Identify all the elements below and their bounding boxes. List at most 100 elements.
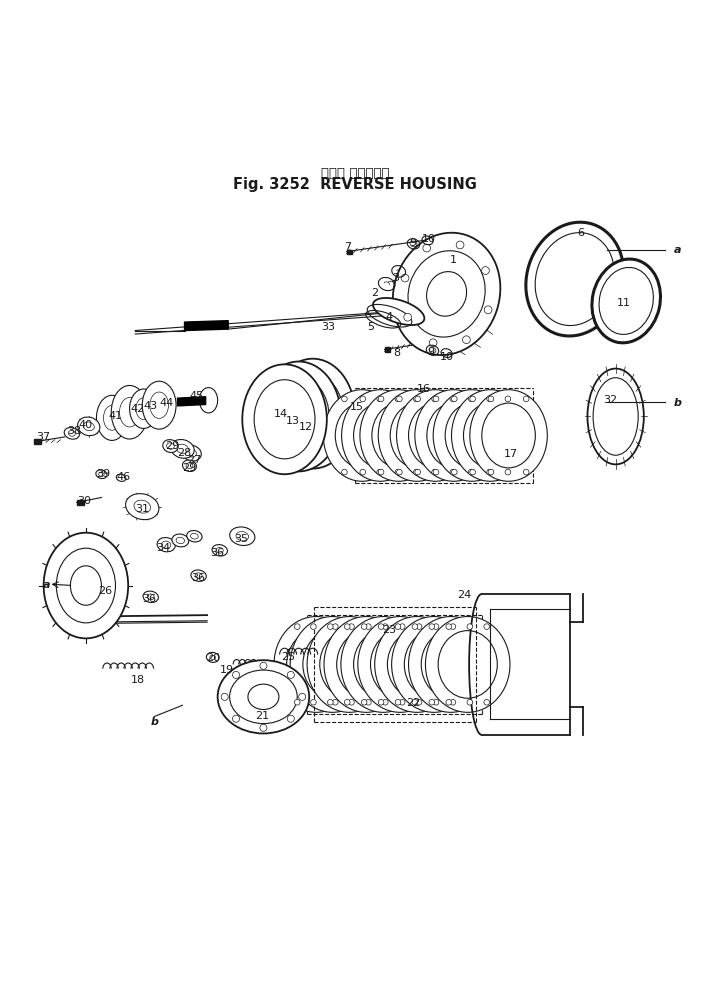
Ellipse shape xyxy=(143,592,158,603)
Circle shape xyxy=(361,700,367,705)
Ellipse shape xyxy=(415,390,492,481)
Circle shape xyxy=(221,694,228,701)
Ellipse shape xyxy=(408,617,493,712)
Polygon shape xyxy=(35,439,40,444)
Text: 36: 36 xyxy=(211,548,224,557)
Text: 45: 45 xyxy=(190,391,204,401)
Text: 41: 41 xyxy=(109,410,123,420)
Text: 39: 39 xyxy=(96,468,110,478)
Text: 9: 9 xyxy=(427,347,435,357)
Circle shape xyxy=(484,624,490,630)
Text: 36: 36 xyxy=(192,573,206,583)
Text: 20: 20 xyxy=(206,653,220,663)
Ellipse shape xyxy=(157,538,175,553)
Ellipse shape xyxy=(77,417,100,436)
Ellipse shape xyxy=(470,390,547,481)
Text: 18: 18 xyxy=(131,674,145,684)
Text: 29: 29 xyxy=(182,462,197,472)
Ellipse shape xyxy=(408,252,485,338)
Text: b: b xyxy=(151,716,158,726)
Circle shape xyxy=(452,396,457,402)
Circle shape xyxy=(433,700,439,705)
Circle shape xyxy=(344,700,350,705)
Circle shape xyxy=(288,672,295,679)
Circle shape xyxy=(395,700,400,705)
Circle shape xyxy=(429,624,435,630)
Text: 10: 10 xyxy=(422,234,436,244)
Text: 38: 38 xyxy=(67,425,82,435)
Text: 2: 2 xyxy=(371,288,378,298)
Text: 28: 28 xyxy=(178,447,192,457)
Circle shape xyxy=(349,700,354,705)
Ellipse shape xyxy=(191,571,207,582)
Text: 25: 25 xyxy=(281,651,295,661)
Circle shape xyxy=(488,469,493,475)
Ellipse shape xyxy=(360,390,437,481)
Text: 10: 10 xyxy=(439,351,454,361)
Circle shape xyxy=(433,469,439,475)
Text: Fig. 3252  REVERSE HOUSING: Fig. 3252 REVERSE HOUSING xyxy=(233,178,477,193)
Circle shape xyxy=(416,624,422,630)
Circle shape xyxy=(327,700,333,705)
Circle shape xyxy=(310,700,316,705)
Circle shape xyxy=(232,715,239,722)
Circle shape xyxy=(378,469,384,475)
Ellipse shape xyxy=(592,260,660,343)
Ellipse shape xyxy=(274,617,359,712)
Circle shape xyxy=(470,469,476,475)
Text: 24: 24 xyxy=(457,590,471,600)
Ellipse shape xyxy=(290,617,375,712)
Text: 19: 19 xyxy=(219,664,234,674)
Circle shape xyxy=(397,396,402,402)
Circle shape xyxy=(412,700,417,705)
Circle shape xyxy=(383,700,388,705)
Polygon shape xyxy=(178,397,206,406)
Circle shape xyxy=(450,624,456,630)
Circle shape xyxy=(310,624,316,630)
Circle shape xyxy=(377,469,383,475)
Text: 40: 40 xyxy=(79,419,93,429)
Ellipse shape xyxy=(111,386,148,439)
Circle shape xyxy=(450,469,456,475)
Ellipse shape xyxy=(207,653,219,663)
Text: 37: 37 xyxy=(37,431,50,441)
Text: 後　進 ハウジング: 後 進 ハウジング xyxy=(321,168,389,181)
Ellipse shape xyxy=(230,528,255,546)
Ellipse shape xyxy=(212,545,227,557)
Circle shape xyxy=(505,396,510,402)
Ellipse shape xyxy=(130,389,158,429)
Circle shape xyxy=(395,624,400,630)
Circle shape xyxy=(470,396,476,402)
Circle shape xyxy=(349,624,354,630)
Text: 33: 33 xyxy=(321,322,335,332)
Circle shape xyxy=(342,469,347,475)
Text: 32: 32 xyxy=(603,394,617,404)
Circle shape xyxy=(342,396,347,402)
Ellipse shape xyxy=(64,428,80,439)
Ellipse shape xyxy=(163,440,178,453)
Circle shape xyxy=(332,624,338,630)
Circle shape xyxy=(397,469,402,475)
Circle shape xyxy=(446,700,452,705)
Ellipse shape xyxy=(392,617,476,712)
Ellipse shape xyxy=(342,390,419,481)
Circle shape xyxy=(433,624,439,630)
Circle shape xyxy=(432,396,437,402)
Text: 13: 13 xyxy=(286,415,300,425)
Circle shape xyxy=(487,396,492,402)
Circle shape xyxy=(378,700,384,705)
Circle shape xyxy=(505,469,510,475)
Circle shape xyxy=(457,242,464,250)
Circle shape xyxy=(462,336,470,344)
Circle shape xyxy=(327,624,333,630)
Circle shape xyxy=(344,624,350,630)
Ellipse shape xyxy=(433,390,510,481)
Circle shape xyxy=(488,396,493,402)
Circle shape xyxy=(383,624,388,630)
Text: 43: 43 xyxy=(143,401,158,411)
Circle shape xyxy=(450,396,456,402)
Text: 23: 23 xyxy=(382,625,396,635)
Circle shape xyxy=(413,469,419,475)
Ellipse shape xyxy=(142,382,176,429)
Circle shape xyxy=(366,700,371,705)
